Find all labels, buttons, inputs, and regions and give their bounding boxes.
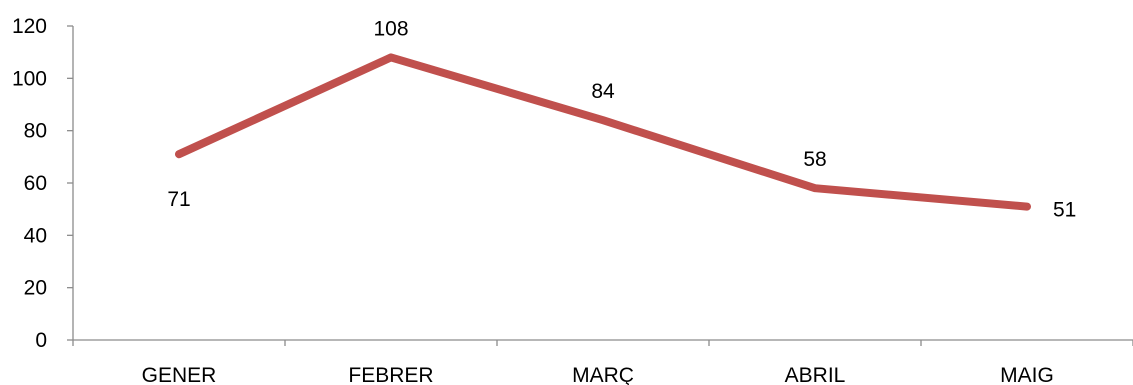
y-tick-label: 100 — [12, 67, 47, 90]
x-tick-label: FEBRER — [348, 364, 433, 385]
y-tick-label: 80 — [24, 120, 47, 143]
data-label: 108 — [373, 17, 408, 40]
x-tick-label: MARÇ — [572, 364, 634, 385]
y-tick-label: 40 — [24, 224, 47, 247]
x-axis: GENER FEBRER MARÇ ABRIL MAIG — [72, 339, 1133, 385]
data-label: 51 — [1053, 199, 1076, 222]
y-tick-label: 0 — [35, 329, 47, 352]
x-tick-label: MAIG — [1000, 364, 1054, 385]
x-tick-label: GENER — [142, 364, 217, 385]
data-labels: 71 108 84 58 51 — [167, 17, 1076, 221]
y-axis: 0 20 40 60 80 100 120 — [12, 15, 74, 352]
data-label: 71 — [167, 188, 190, 211]
y-tick-label: 20 — [24, 277, 47, 300]
data-label: 84 — [591, 80, 615, 103]
x-tick-label: ABRIL — [785, 364, 846, 385]
series-group — [175, 53, 1031, 211]
y-tick-label: 120 — [12, 15, 47, 38]
y-tick-label: 60 — [24, 172, 47, 195]
data-label: 58 — [803, 148, 826, 171]
